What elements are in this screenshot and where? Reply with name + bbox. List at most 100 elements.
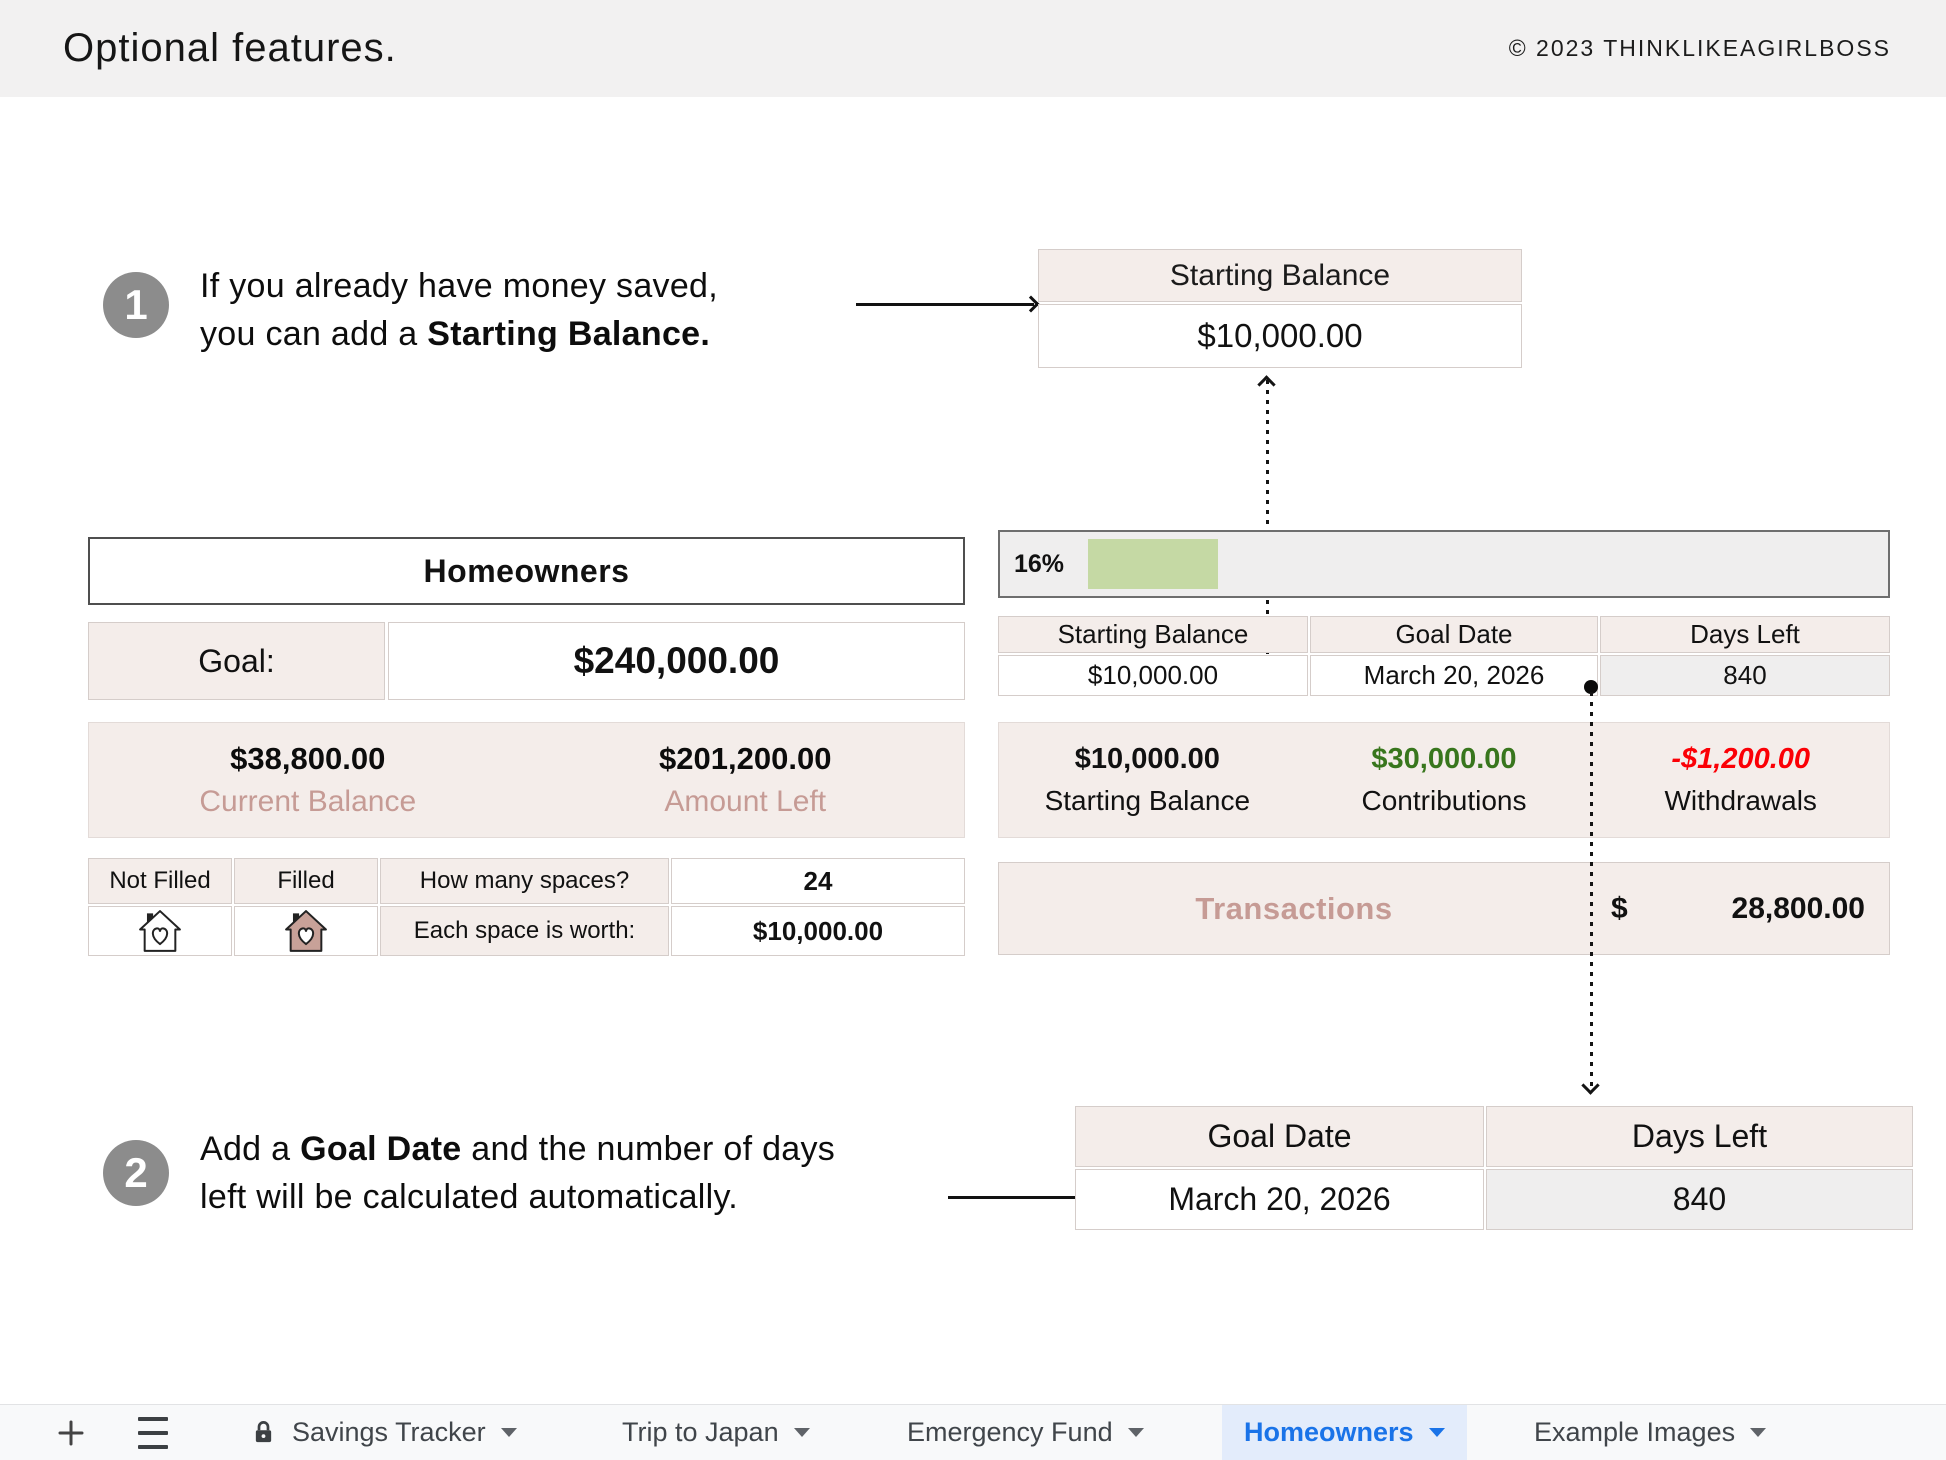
legend-not-filled-label: Not Filled bbox=[88, 858, 232, 904]
add-sheet-button[interactable] bbox=[55, 1405, 87, 1460]
page-title: Optional features. bbox=[63, 26, 397, 70]
spaces-count-value: 24 bbox=[671, 858, 965, 904]
sheet-tab-emergency-fund[interactable]: Emergency Fund bbox=[885, 1405, 1166, 1460]
progress-fill bbox=[1088, 539, 1218, 589]
step-2-number: 2 bbox=[124, 1149, 148, 1196]
summary-contributions-value: $30,000.00 bbox=[1371, 743, 1517, 775]
step-1-line2-bold: Starting Balance. bbox=[427, 315, 711, 353]
spaces-question-label: How many spaces? bbox=[380, 858, 669, 904]
amount-left-label: Amount Left bbox=[664, 785, 827, 818]
space-worth-value: $10,000.00 bbox=[671, 906, 965, 956]
menu-icon bbox=[138, 1430, 168, 1435]
summary-starting-balance-value: $10,000.00 bbox=[1074, 743, 1220, 775]
arrow-down-icon bbox=[1581, 1076, 1600, 1095]
lock-icon bbox=[255, 1421, 272, 1443]
step-1-badge: 1 bbox=[103, 272, 169, 338]
summary-starting-balance-label: Starting Balance bbox=[1044, 785, 1251, 816]
goal-date-table: Goal Date Days Left March 20, 2026 840 bbox=[1075, 1106, 1915, 1230]
sheet-tab-trip-to-japan[interactable]: Trip to Japan bbox=[600, 1405, 832, 1460]
stats-value-goal-date: March 20, 2026 bbox=[1310, 655, 1598, 696]
current-balance-block: $38,800.00 Current Balance bbox=[89, 723, 527, 837]
tab-label: Savings Tracker bbox=[292, 1417, 486, 1447]
arrow-up-icon bbox=[1257, 375, 1276, 394]
step-2-badge: 2 bbox=[103, 1140, 169, 1206]
chevron-down-icon[interactable] bbox=[1750, 1428, 1767, 1437]
sheet-tab-bar: Savings Tracker Trip to Japan Emergency … bbox=[0, 1404, 1946, 1460]
step-2-line1: Add a bbox=[200, 1130, 301, 1168]
dotted-connector-down bbox=[1581, 692, 1600, 1095]
transactions-currency: $ bbox=[1611, 892, 1628, 925]
chevron-down-icon[interactable] bbox=[793, 1428, 810, 1437]
days-left-header: Days Left bbox=[1486, 1106, 1913, 1167]
legend-table: Not Filled Filled How many spaces? 24 Ea… bbox=[88, 858, 965, 957]
all-sheets-button[interactable] bbox=[138, 1405, 168, 1460]
progress-bar: 16% bbox=[998, 530, 1890, 598]
goal-value: $240,000.00 bbox=[388, 622, 965, 700]
step-1-line1: If you already have money saved, bbox=[200, 267, 719, 305]
arrow-right-icon bbox=[1022, 295, 1040, 313]
connector-dot bbox=[1584, 680, 1598, 694]
summary-card: $10,000.00 Starting Balance $30,000.00 C… bbox=[998, 722, 1890, 838]
summary-starting-balance: $10,000.00 Starting Balance bbox=[999, 723, 1296, 837]
plus-icon bbox=[58, 1420, 84, 1445]
house-outline-cell bbox=[88, 906, 232, 956]
house-filled-cell bbox=[234, 906, 378, 956]
step-1-text: If you already have money saved, you can… bbox=[200, 262, 900, 358]
house-filled-icon bbox=[285, 910, 327, 952]
starting-balance-box-header: Starting Balance bbox=[1038, 249, 1522, 302]
days-left-value: 840 bbox=[1486, 1169, 1913, 1230]
amount-left-value: $201,200.00 bbox=[659, 741, 832, 776]
sheet-tab-homeowners[interactable]: Homeowners bbox=[1222, 1405, 1467, 1460]
progress-percent: 16% bbox=[1014, 550, 1065, 578]
sheet-tab-savings-tracker[interactable]: Savings Tracker bbox=[228, 1405, 539, 1460]
summary-contributions-label: Contributions bbox=[1361, 785, 1527, 816]
chevron-down-icon[interactable] bbox=[1127, 1428, 1144, 1437]
stats-header-goal-date: Goal Date bbox=[1310, 616, 1598, 653]
chevron-down-icon[interactable] bbox=[500, 1428, 517, 1437]
tab-label: Homeowners bbox=[1244, 1417, 1414, 1447]
step-2-line1-post: and the number of days bbox=[461, 1130, 836, 1168]
space-worth-label: Each space is worth: bbox=[380, 906, 669, 956]
tab-label: Emergency Fund bbox=[907, 1417, 1113, 1447]
copyright-text: © 2023 THINKLIKEAGIRLBOSS bbox=[1508, 35, 1891, 61]
stats-table: Starting Balance Goal Date Days Left $10… bbox=[998, 616, 1890, 696]
page-header: Optional features. © 2023 THINKLIKEAGIRL… bbox=[0, 0, 1946, 97]
transactions-row: Transactions $ 28,800.00 bbox=[998, 862, 1890, 955]
step-2-line2: left will be calculated automatically. bbox=[200, 1178, 739, 1216]
tab-label: Trip to Japan bbox=[622, 1417, 779, 1447]
chevron-down-icon[interactable] bbox=[1428, 1428, 1445, 1437]
dotted-connector-up bbox=[1257, 375, 1276, 672]
current-balance-value: $38,800.00 bbox=[230, 741, 386, 776]
stats-value-starting-balance: $10,000.00 bbox=[998, 655, 1308, 696]
summary-contributions: $30,000.00 Contributions bbox=[1296, 723, 1593, 837]
stats-value-days-left: 840 bbox=[1600, 655, 1890, 696]
tab-label: Example Images bbox=[1534, 1417, 1736, 1447]
current-balance-label: Current Balance bbox=[199, 785, 417, 818]
step-1-arrow bbox=[856, 295, 1040, 313]
stats-header-starting-balance: Starting Balance bbox=[998, 616, 1308, 653]
transactions-label: Transactions bbox=[1195, 891, 1393, 926]
summary-withdrawals: -$1,200.00 Withdrawals bbox=[1592, 723, 1889, 837]
balance-card: $38,800.00 Current Balance $201,200.00 A… bbox=[88, 722, 965, 838]
house-outline-icon bbox=[139, 910, 181, 952]
goal-date-value: March 20, 2026 bbox=[1075, 1169, 1484, 1230]
starting-balance-box-value: $10,000.00 bbox=[1038, 304, 1522, 368]
legend-filled-label: Filled bbox=[234, 858, 378, 904]
amount-left-block: $201,200.00 Amount Left bbox=[527, 723, 965, 837]
summary-withdrawals-label: Withdrawals bbox=[1664, 785, 1817, 816]
goal-label: Goal: bbox=[88, 622, 385, 700]
step-2-line1-bold: Goal Date bbox=[300, 1130, 462, 1168]
summary-withdrawals-value: -$1,200.00 bbox=[1671, 743, 1811, 775]
goal-date-header: Goal Date bbox=[1075, 1106, 1484, 1167]
sheet-tab-example-images[interactable]: Example Images bbox=[1512, 1405, 1788, 1460]
goal-row: Goal: $240,000.00 bbox=[88, 622, 965, 700]
starting-balance-box: Starting Balance $10,000.00 bbox=[1038, 249, 1522, 368]
step-2-text: Add a Goal Date and the number of days l… bbox=[200, 1125, 980, 1221]
stats-header-days-left: Days Left bbox=[1600, 616, 1890, 653]
menu-icon bbox=[138, 1444, 168, 1449]
menu-icon bbox=[138, 1416, 168, 1421]
step-2-arrow bbox=[948, 1188, 1146, 1206]
transactions-amount: 28,800.00 bbox=[1731, 892, 1865, 925]
step-1-line2: you can add a bbox=[200, 315, 428, 353]
tracker-title: Homeowners bbox=[88, 537, 965, 605]
